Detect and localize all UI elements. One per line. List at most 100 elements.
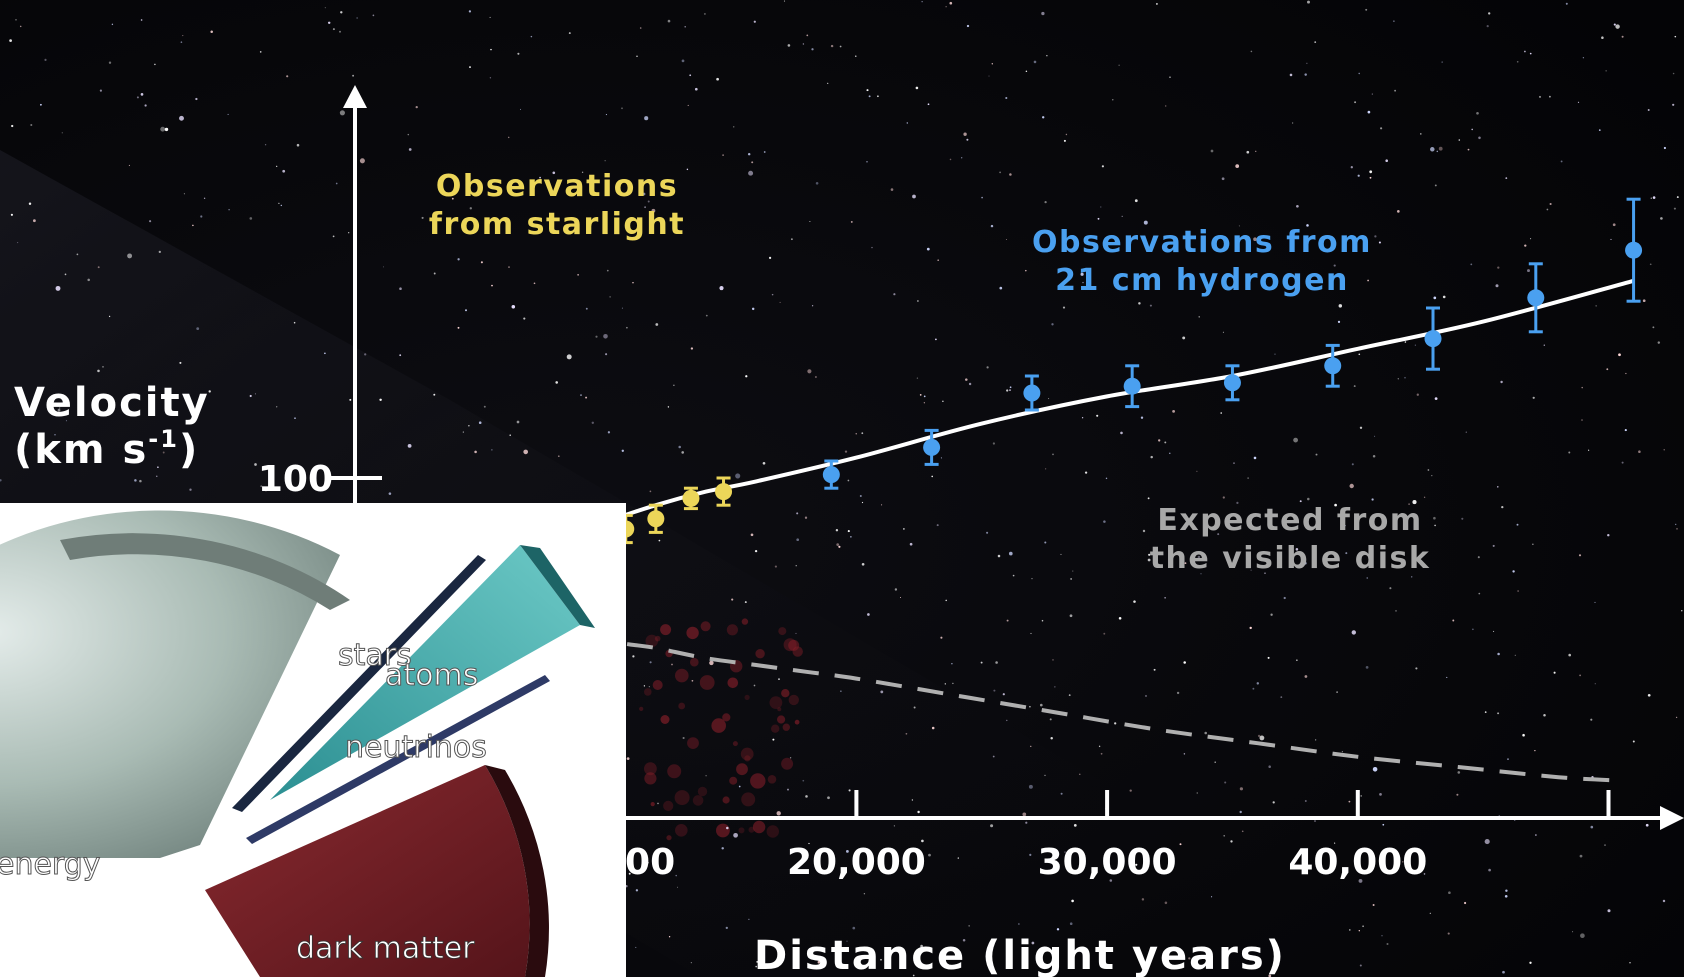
star-point [1304,800,1307,802]
nebula-blob [755,649,765,659]
star-point [1369,170,1373,174]
star-point [1198,316,1200,318]
nebula-blob [650,802,655,807]
nebula-blob [644,762,657,776]
star-point [1272,801,1275,804]
star-point [632,655,635,658]
star-point [97,369,100,373]
star-point [1516,60,1519,63]
star-point [1546,208,1549,211]
star-point [1239,787,1244,791]
star-point [11,124,14,128]
star-point [1358,72,1360,75]
star-point [65,420,67,422]
star-point [753,20,756,23]
star-point [379,398,382,402]
nebula-blob [778,627,787,636]
star-point [912,194,916,199]
star-point [995,661,998,664]
star-point [1467,148,1470,151]
star-point [1031,577,1033,580]
star-point [15,19,17,21]
star-point [1204,955,1210,961]
nebula-blob [690,657,699,667]
star-point [1394,89,1396,92]
star-point [19,25,22,28]
star-point [1372,767,1378,772]
series-hydrogen [822,197,1643,490]
star-point [1040,703,1043,707]
star-point [1082,281,1084,284]
star-point [997,554,1001,558]
star-point [919,394,922,396]
star-point [1372,454,1376,458]
star-point [1572,931,1574,933]
data-point [1324,357,1342,375]
star-point [716,77,719,81]
star-point [1458,139,1461,141]
star-point [516,420,520,424]
nebula-blob [697,786,708,797]
star-point [1534,749,1536,752]
star-point [1471,128,1474,131]
star-point [1164,441,1167,444]
star-point [649,661,652,664]
star-point [1247,477,1249,479]
star-point [753,684,756,687]
star-point [1293,437,1298,443]
star-point [1304,675,1308,678]
star-point [17,242,19,244]
star-point [180,41,183,43]
star-point [1140,416,1144,419]
star-point [1164,901,1168,905]
star-point [1365,666,1369,669]
star-point [774,565,777,568]
star-point [880,690,884,694]
star-point [1662,899,1666,903]
star-point [1179,276,1182,278]
star-point [1358,878,1363,883]
star-point [1367,279,1369,282]
nebula-blob [639,706,644,712]
star-point [968,382,972,386]
star-point [327,21,331,25]
star-point [675,874,677,877]
star-point [489,77,492,79]
star-point [644,206,646,209]
star-point [1349,483,1354,489]
star-point [210,30,213,34]
star-point [359,158,365,164]
star-point [913,706,916,709]
data-point [1123,377,1141,395]
annotation-starlight-line1: Observations [436,169,678,204]
star-point [923,395,926,398]
star-point [1183,661,1186,664]
star-point [1549,202,1552,206]
star-point [642,192,646,196]
star-point [61,132,63,134]
star-point [462,431,464,433]
star-point [1064,851,1066,853]
star-point [1096,414,1099,417]
data-point [647,510,665,528]
star-point [1153,668,1156,671]
star-point [1044,774,1046,777]
star-point [1072,570,1074,572]
star-point [1582,57,1585,59]
star-point [335,182,338,185]
star-point [1002,693,1005,696]
star-point [1478,136,1481,140]
star-point [961,157,963,159]
star-point [1006,719,1008,722]
star-point [1378,241,1381,244]
star-point [748,170,754,176]
star-point [1103,520,1106,523]
star-point [340,11,343,14]
star-point [1252,687,1255,690]
star-point [44,58,47,61]
star-point [1253,237,1257,241]
pie-label-neutrinos: neutrinos [345,730,487,765]
star-point [140,93,144,96]
star-point [936,524,939,527]
star-point [1081,417,1084,419]
